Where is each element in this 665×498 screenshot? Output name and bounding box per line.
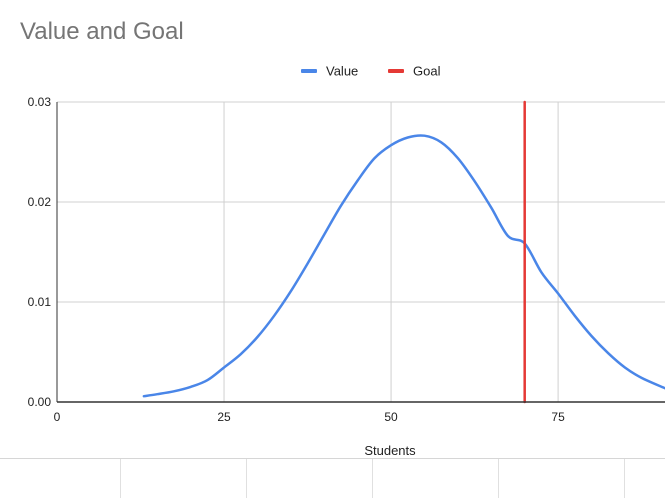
- x-tick-label: 25: [217, 410, 231, 424]
- x-axis-title: Students: [364, 443, 416, 458]
- series-line-value: [142, 134, 665, 398]
- y-tick-label: 0.01: [28, 295, 52, 309]
- legend-label-value: Value: [326, 64, 358, 79]
- y-tick-label: 0.02: [28, 195, 52, 209]
- y-tick-label: 0.03: [28, 95, 52, 109]
- y-tick-label: 0.00: [28, 395, 52, 409]
- legend-swatch-value: [301, 69, 317, 73]
- spreadsheet-grid-strip: [0, 458, 665, 498]
- axis-layer: 0.00 0.01 0.02 0.03 0 25 50 75: [28, 95, 665, 424]
- x-tick-label: 0: [54, 410, 61, 424]
- legend-swatch-goal: [388, 69, 404, 73]
- legend: Value Goal: [301, 64, 441, 79]
- chart-title: Value and Goal: [20, 18, 184, 45]
- x-tick-label: 50: [384, 410, 398, 424]
- chart-canvas: 0.00 0.01 0.02 0.03 0 25 50 75 Value Goal Studen…: [28, 64, 665, 458]
- x-tick-label: 75: [551, 410, 565, 424]
- legend-label-goal: Goal: [413, 64, 441, 79]
- series-layer: [142, 100, 665, 404]
- grid-layer: [57, 101, 665, 402]
